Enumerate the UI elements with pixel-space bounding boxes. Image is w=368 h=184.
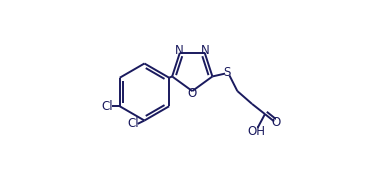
Text: O: O (272, 116, 281, 129)
Text: N: N (201, 44, 210, 57)
Text: O: O (188, 87, 197, 100)
Text: Cl: Cl (128, 117, 139, 130)
Text: OH: OH (248, 125, 266, 138)
Text: N: N (174, 44, 183, 57)
Text: S: S (223, 66, 231, 79)
Text: Cl: Cl (102, 100, 113, 113)
